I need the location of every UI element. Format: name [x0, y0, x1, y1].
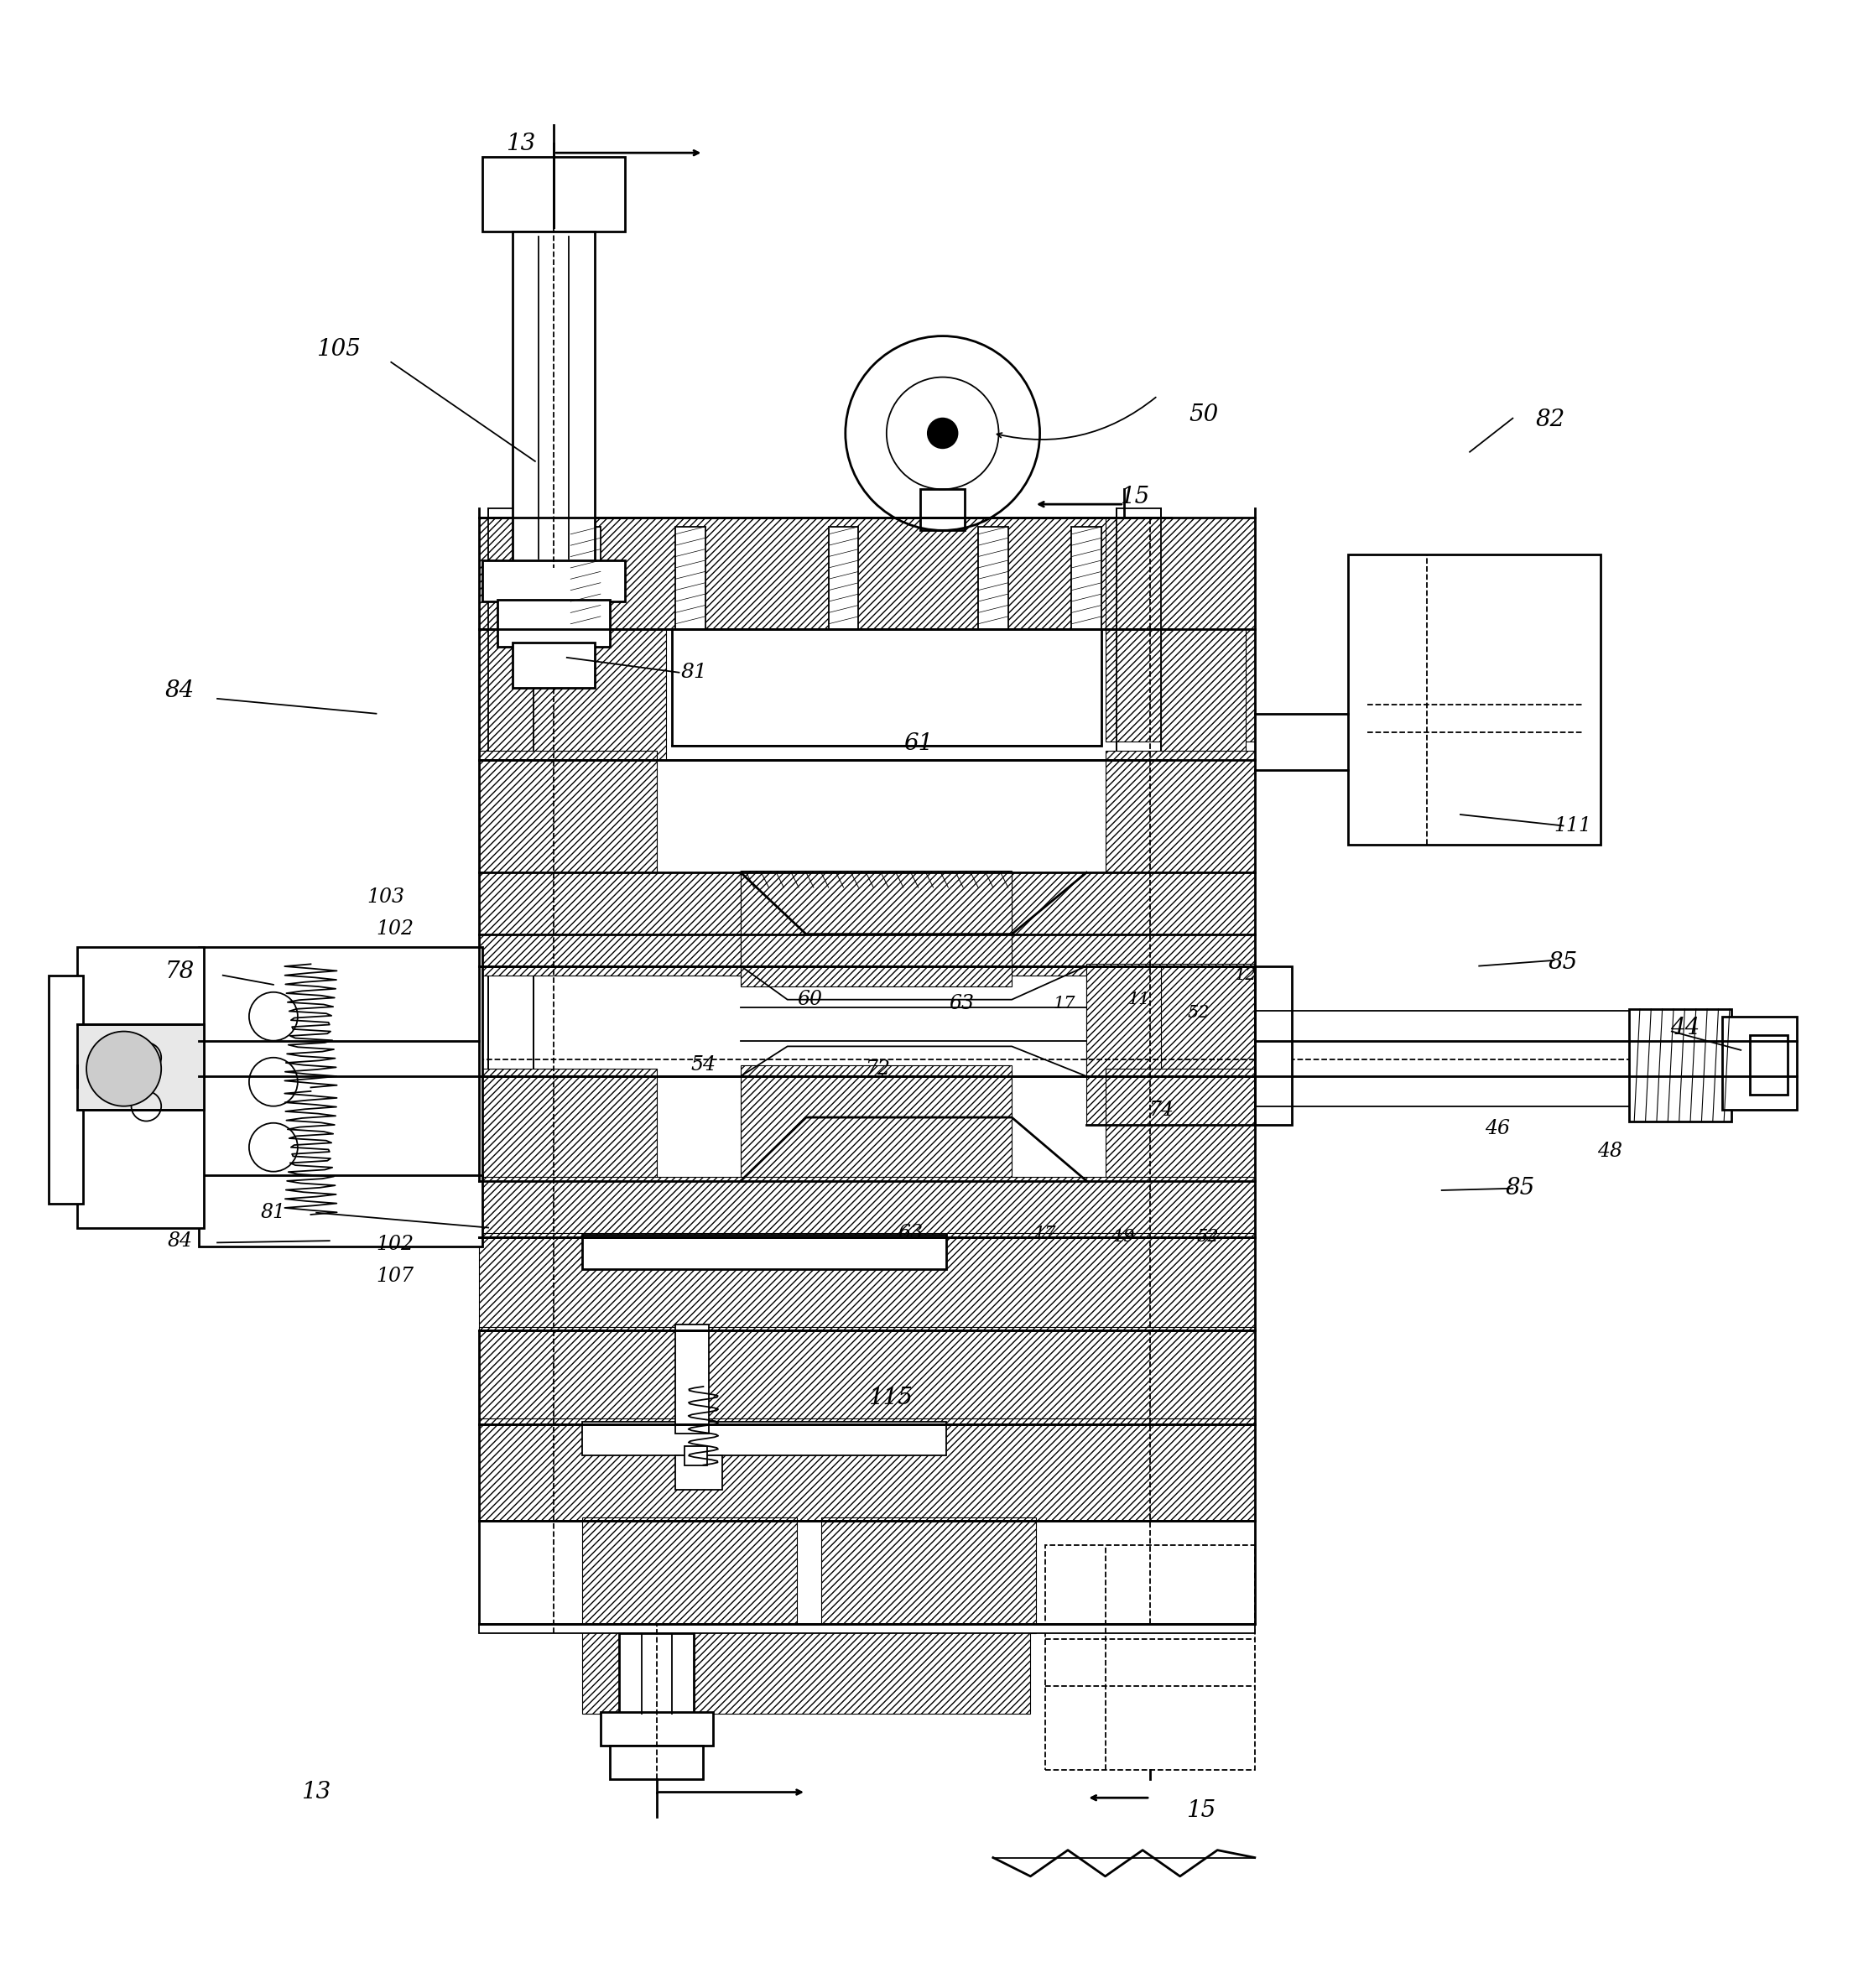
Text: 17: 17 [1053, 996, 1076, 1012]
Text: 61: 61 [903, 732, 933, 755]
Bar [618, 1634, 693, 1714]
Circle shape [928, 417, 958, 447]
Bar [199, 946, 483, 1181]
Text: 13: 13 [506, 131, 536, 155]
Text: 115: 115 [868, 1386, 913, 1409]
Bar [821, 1517, 1036, 1634]
Text: 63: 63 [948, 994, 974, 1014]
Bar [483, 157, 624, 231]
Bar [600, 1712, 712, 1745]
Circle shape [86, 1032, 161, 1105]
Bar [483, 561, 624, 602]
Bar [1012, 873, 1256, 976]
Text: 105: 105 [317, 338, 362, 360]
Bar [489, 509, 534, 1406]
Bar [581, 1421, 946, 1455]
Bar [1256, 966, 1293, 1125]
Bar [480, 517, 1171, 630]
Bar [570, 527, 600, 630]
Bar [498, 600, 609, 646]
Bar [1750, 1036, 1788, 1095]
Text: 19: 19 [1113, 1229, 1136, 1244]
Text: 15: 15 [1121, 485, 1151, 509]
Text: 81: 81 [680, 662, 706, 682]
Text: 63: 63 [898, 1225, 924, 1242]
Bar [1162, 966, 1256, 1125]
Bar [581, 1517, 796, 1634]
Bar [609, 1745, 703, 1779]
Text: 52: 52 [1197, 1229, 1220, 1244]
Bar [480, 592, 665, 759]
Text: 72: 72 [864, 1060, 890, 1077]
Text: 81: 81 [260, 1203, 287, 1223]
Bar [675, 527, 705, 630]
Bar [513, 231, 594, 565]
Bar [1106, 751, 1256, 873]
Bar [1347, 555, 1600, 845]
Text: 103: 103 [367, 887, 405, 907]
Bar [1072, 527, 1102, 630]
Bar [77, 946, 204, 1229]
Bar [480, 1177, 1256, 1237]
Text: 60: 60 [796, 990, 823, 1010]
Bar [1117, 509, 1162, 1406]
Bar [675, 1455, 721, 1489]
Bar [671, 630, 1102, 746]
Text: 17: 17 [1034, 1225, 1057, 1241]
Bar [1162, 630, 1246, 807]
Bar [77, 1024, 204, 1109]
Bar [1106, 517, 1256, 742]
Bar [581, 1235, 946, 1268]
Text: 50: 50 [1190, 404, 1218, 425]
Text: 52: 52 [1188, 1004, 1211, 1020]
Bar [684, 1447, 706, 1465]
Text: 46: 46 [1486, 1119, 1510, 1139]
Bar [1087, 966, 1256, 1125]
Bar [49, 976, 82, 1203]
Text: 84: 84 [167, 1231, 193, 1250]
Bar [1629, 1010, 1732, 1121]
Text: 54: 54 [692, 1056, 716, 1076]
Bar [978, 527, 1008, 630]
Text: 102: 102 [377, 918, 414, 938]
Text: 44: 44 [1670, 1016, 1700, 1040]
Bar [828, 527, 858, 630]
Bar [1106, 1070, 1256, 1181]
Bar [199, 1175, 483, 1246]
Bar [1046, 1545, 1256, 1769]
Bar [740, 871, 1012, 986]
Bar [480, 1326, 1256, 1423]
Text: 107: 107 [377, 1266, 414, 1286]
Bar [480, 1624, 1256, 1634]
Text: 74: 74 [1149, 1099, 1173, 1119]
Bar [675, 1324, 708, 1433]
Bar [581, 1630, 1031, 1714]
Text: 102: 102 [377, 1235, 414, 1254]
Bar [740, 1066, 1012, 1181]
Text: 85: 85 [1548, 950, 1578, 974]
Text: 78: 78 [165, 960, 195, 982]
Text: 13: 13 [302, 1781, 332, 1803]
Text: 15: 15 [1186, 1799, 1216, 1823]
Bar [1087, 964, 1256, 1076]
Text: 12: 12 [1235, 968, 1257, 984]
Text: 11: 11 [1128, 992, 1151, 1008]
Text: 111: 111 [1554, 817, 1591, 835]
Text: 84: 84 [165, 680, 195, 702]
Text: 82: 82 [1535, 410, 1565, 431]
Bar [480, 873, 740, 976]
Bar [480, 751, 656, 873]
Bar [480, 1070, 656, 1181]
Bar [480, 1233, 1256, 1330]
Bar [513, 642, 594, 688]
Text: 48: 48 [1597, 1141, 1623, 1161]
Bar [1722, 1016, 1797, 1109]
Bar [920, 489, 965, 531]
Bar [480, 1417, 1256, 1521]
Text: 85: 85 [1505, 1177, 1535, 1199]
